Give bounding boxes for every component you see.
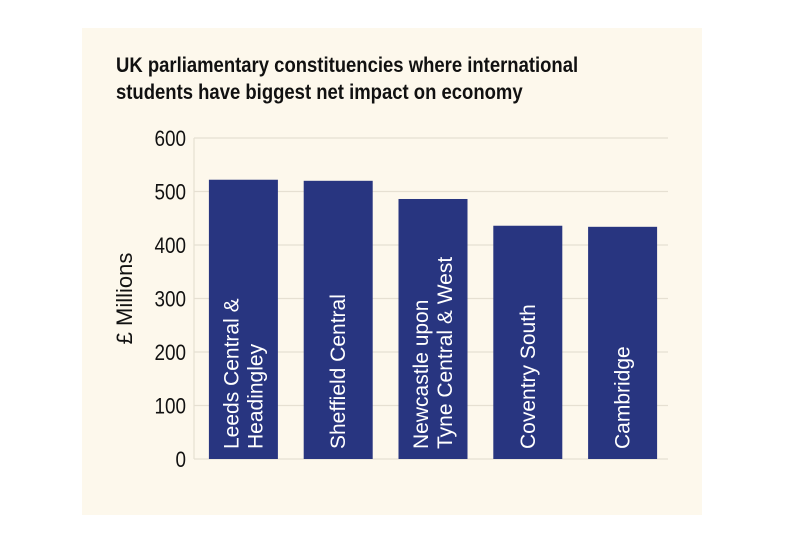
bar-category-label: Headingley <box>244 343 267 449</box>
bar <box>588 226 658 459</box>
bar-category-label: Coventry South <box>517 304 540 449</box>
y-tick-label: 600 <box>155 126 187 151</box>
bar-category-label: Sheffield Central <box>327 294 350 449</box>
title-line-2: students have biggest net impact on econ… <box>116 81 523 104</box>
bar-category-label: Newcastle upon <box>410 300 433 449</box>
bar-category-label: Tyne Central & West <box>434 257 457 449</box>
y-axis-label: £ Millions <box>112 253 137 345</box>
bar <box>398 198 468 460</box>
bar-category-label: Leeds Central & <box>220 298 243 449</box>
bar <box>303 180 373 460</box>
y-tick-label: 400 <box>155 233 187 258</box>
bar <box>208 179 278 460</box>
title-line-1: UK parliamentary constituencies where in… <box>116 54 579 77</box>
y-tick-label: 500 <box>155 180 187 205</box>
chart-title: UK parliamentary constituencies where in… <box>116 52 609 106</box>
y-tick-label: 300 <box>155 287 187 312</box>
y-tick-label: 100 <box>155 394 187 419</box>
bar-category-label: Cambridge <box>612 346 635 449</box>
y-tick-label: 200 <box>155 340 187 365</box>
y-tick-label: 0 <box>176 447 187 472</box>
bar <box>493 225 563 459</box>
